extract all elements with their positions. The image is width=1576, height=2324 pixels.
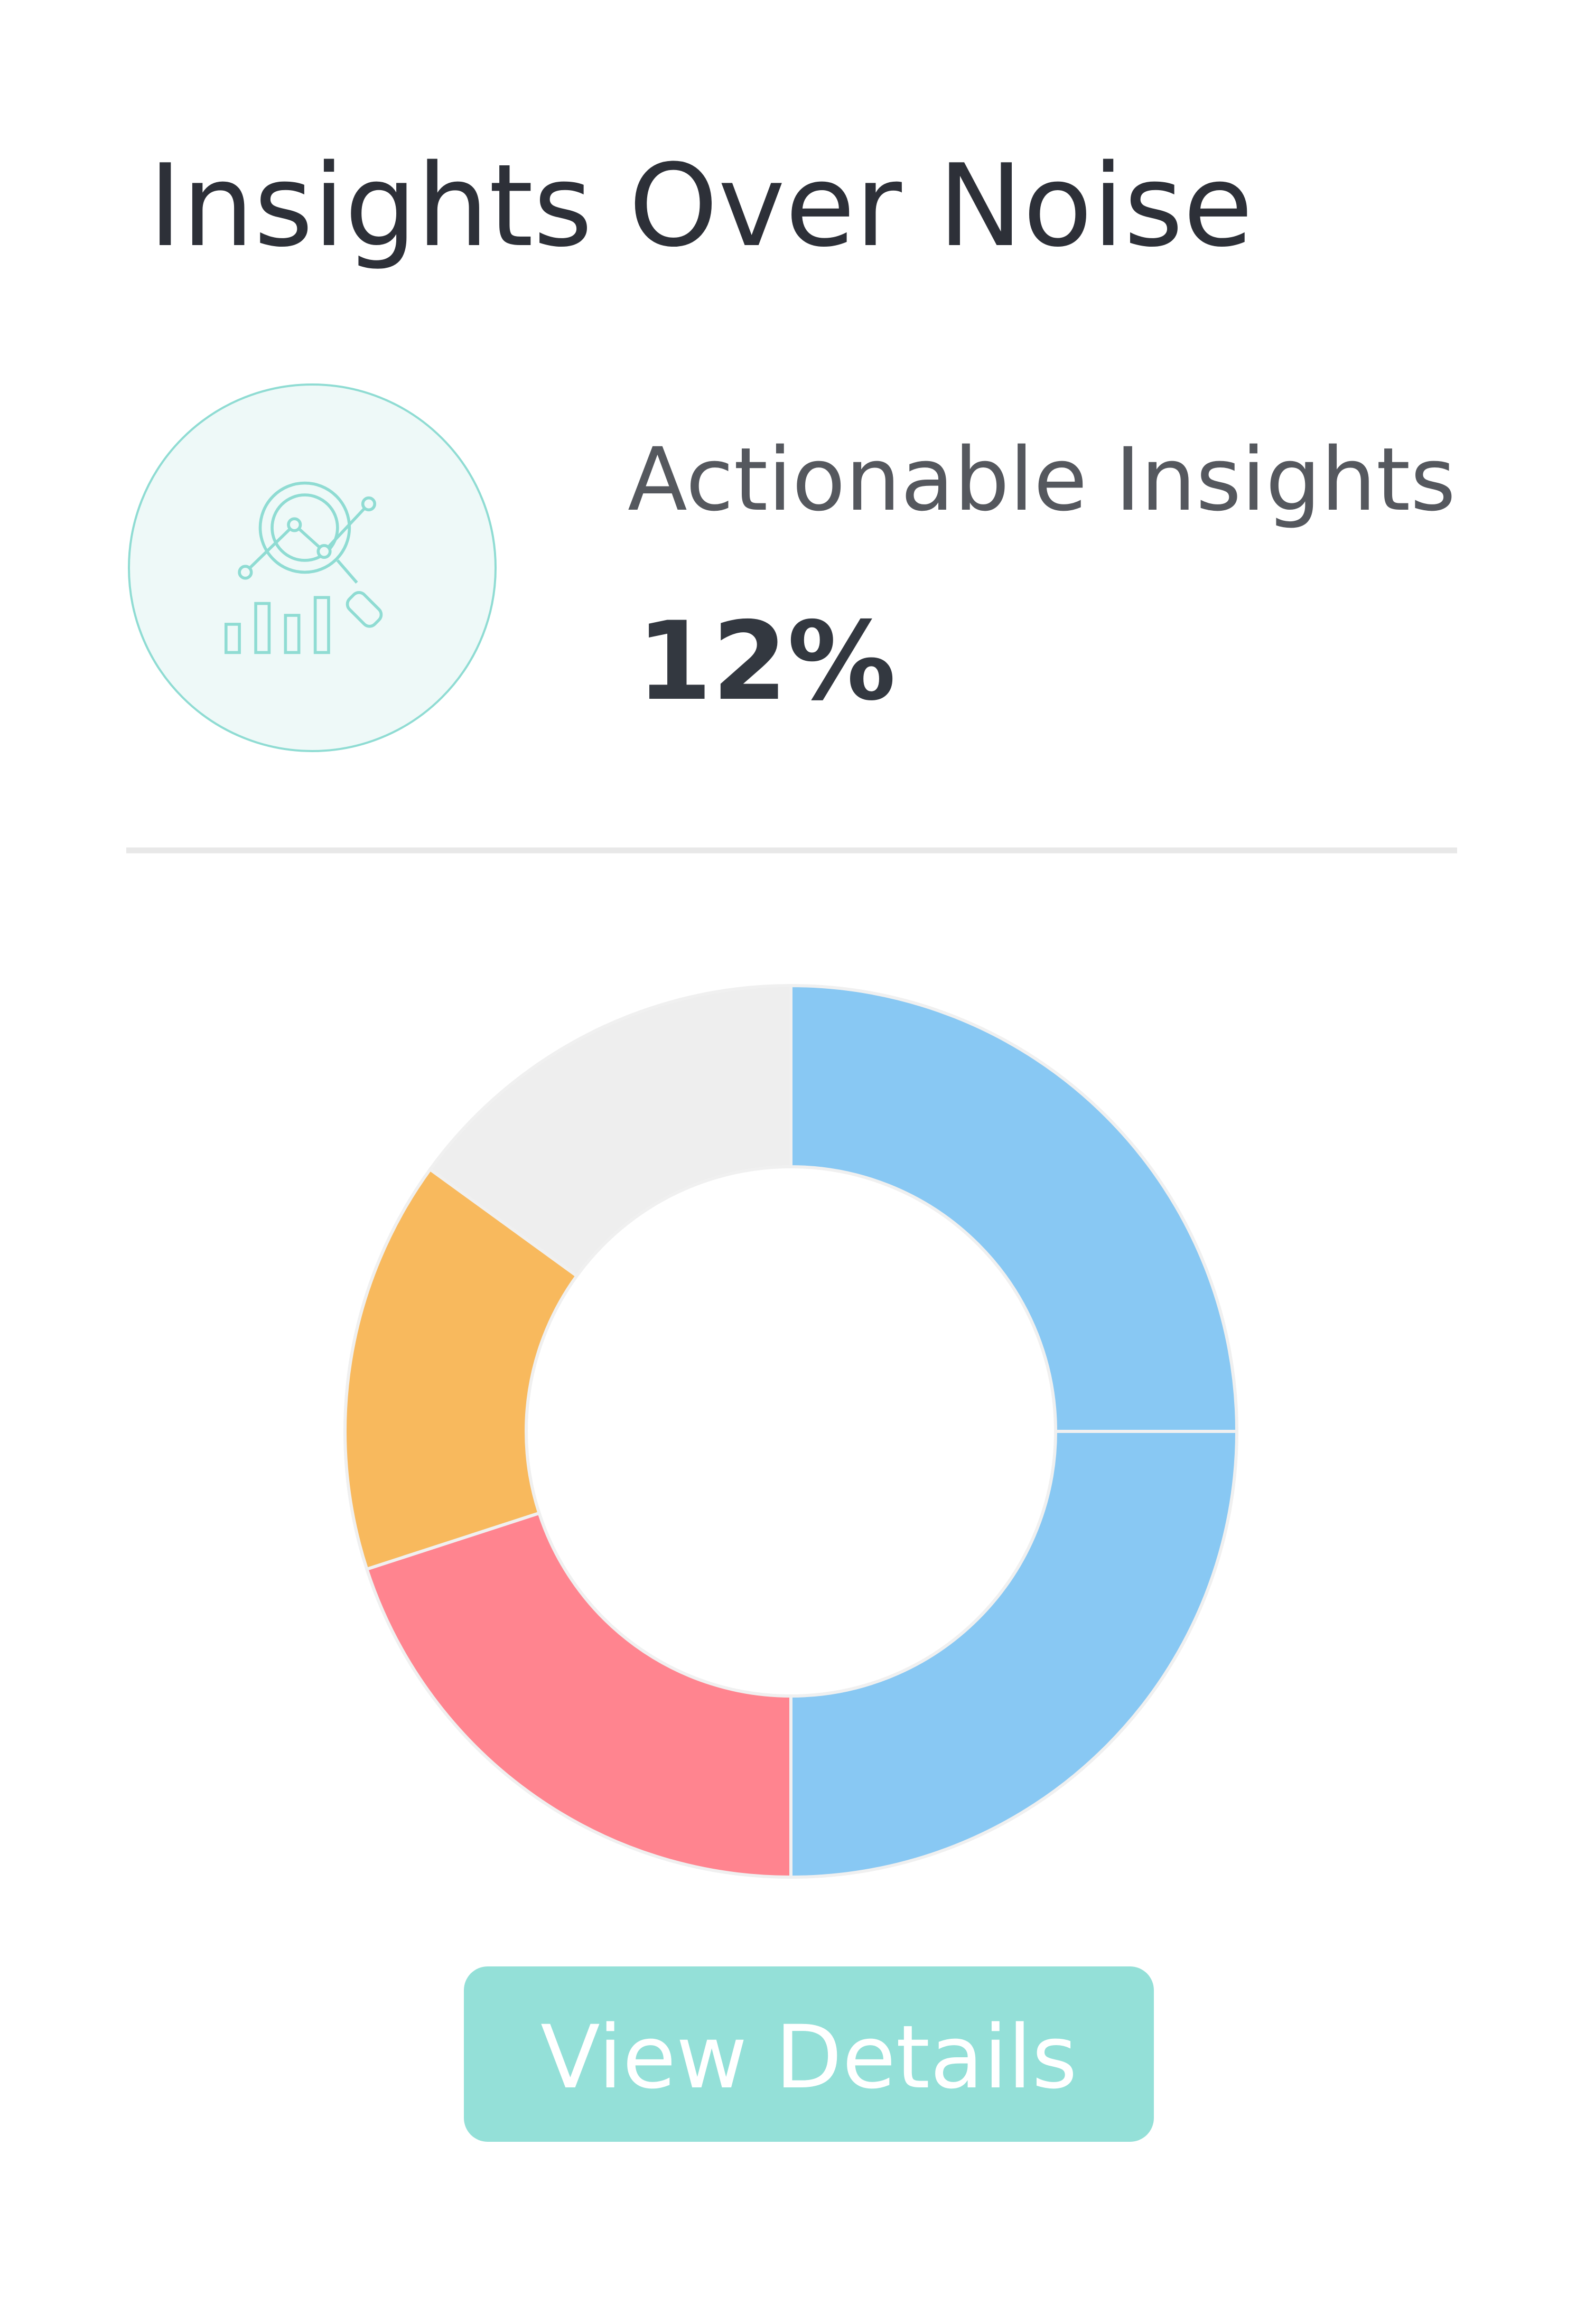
metric-label: Actionable Insights: [628, 429, 1456, 530]
button-label[interactable]: View Details: [540, 2007, 1077, 2108]
donut-segment: [789, 1430, 1239, 1879]
donut-segment: [343, 1167, 579, 1571]
donut-segment: [365, 1511, 792, 1879]
card-title: Insights Over Noise: [148, 139, 1253, 272]
donut-segment: [789, 983, 1239, 1433]
button-background[interactable]: [464, 1966, 1154, 2142]
donut-segment: [427, 983, 792, 1278]
insight-icon: [128, 383, 497, 752]
donut-chart: [343, 983, 1239, 1879]
metric-value: 12%: [637, 599, 896, 725]
view-details-button[interactable]: View Details: [464, 1966, 1154, 2142]
